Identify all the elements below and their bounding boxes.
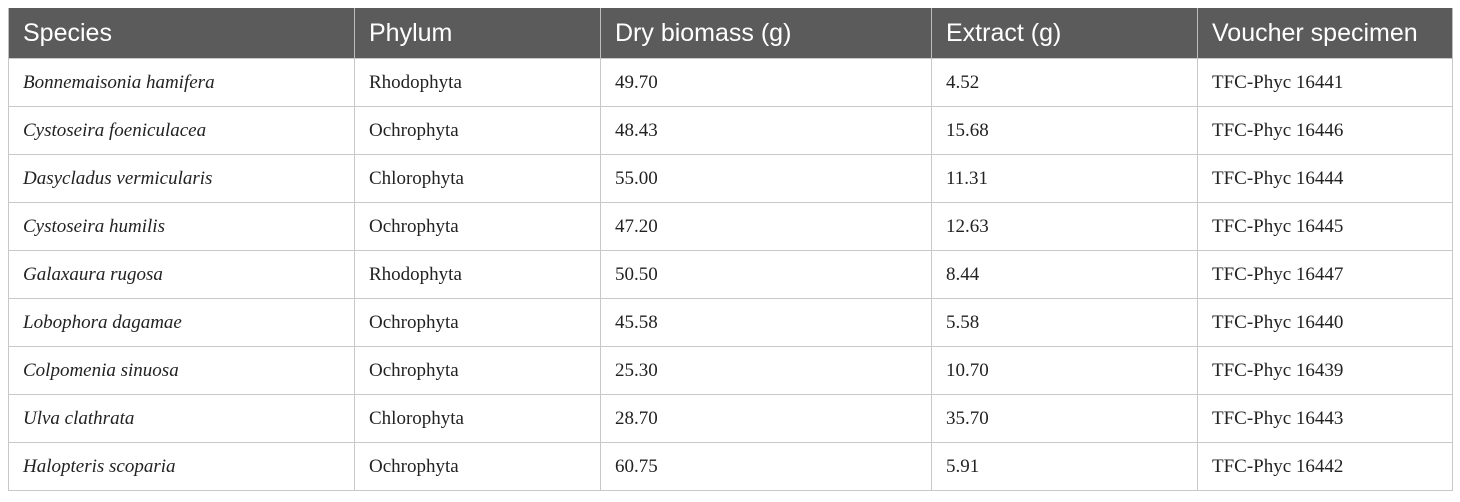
cell-phylum: Ochrophyta [354,298,601,347]
cell-species: Cystoseira foeniculacea [8,106,355,155]
table-row: Bonnemaisonia hamifera Rhodophyta 49.70 … [8,58,1453,107]
cell-extract: 11.31 [931,154,1198,203]
header-extract: Extract (g) [931,8,1198,59]
cell-species: Bonnemaisonia hamifera [8,58,355,107]
cell-species: Cystoseira humilis [8,202,355,251]
cell-species: Lobophora dagamae [8,298,355,347]
cell-phylum: Chlorophyta [354,154,601,203]
cell-species: Dasycladus vermicularis [8,154,355,203]
cell-voucher: TFC-Phyc 16440 [1197,298,1453,347]
cell-voucher: TFC-Phyc 16442 [1197,442,1453,491]
cell-phylum: Rhodophyta [354,250,601,299]
table-row: Lobophora dagamae Ochrophyta 45.58 5.58 … [8,298,1453,347]
cell-dry-biomass: 49.70 [600,58,932,107]
header-row: Species Phylum Dry biomass (g) Extract (… [8,8,1453,59]
table-row: Halopteris scoparia Ochrophyta 60.75 5.9… [8,442,1453,491]
cell-extract: 8.44 [931,250,1198,299]
cell-voucher: TFC-Phyc 16443 [1197,394,1453,443]
cell-extract: 35.70 [931,394,1198,443]
table-row: Cystoseira foeniculacea Ochrophyta 48.43… [8,106,1453,155]
table-row: Colpomenia sinuosa Ochrophyta 25.30 10.7… [8,346,1453,395]
cell-dry-biomass: 28.70 [600,394,932,443]
table-row: Dasycladus vermicularis Chlorophyta 55.0… [8,154,1453,203]
table-header: Species Phylum Dry biomass (g) Extract (… [8,8,1453,59]
cell-phylum: Ochrophyta [354,442,601,491]
cell-voucher: TFC-Phyc 16447 [1197,250,1453,299]
cell-species: Halopteris scoparia [8,442,355,491]
cell-dry-biomass: 47.20 [600,202,932,251]
cell-voucher: TFC-Phyc 16445 [1197,202,1453,251]
cell-dry-biomass: 55.00 [600,154,932,203]
cell-species: Galaxaura rugosa [8,250,355,299]
cell-phylum: Rhodophyta [354,58,601,107]
header-phylum: Phylum [354,8,601,59]
cell-phylum: Ochrophyta [354,346,601,395]
table-row: Cystoseira humilis Ochrophyta 47.20 12.6… [8,202,1453,251]
cell-dry-biomass: 25.30 [600,346,932,395]
table-row: Galaxaura rugosa Rhodophyta 50.50 8.44 T… [8,250,1453,299]
data-table-container: Species Phylum Dry biomass (g) Extract (… [8,8,1453,491]
table-row: Ulva clathrata Chlorophyta 28.70 35.70 T… [8,394,1453,443]
header-species: Species [8,8,355,59]
cell-phylum: Ochrophyta [354,106,601,155]
cell-species: Colpomenia sinuosa [8,346,355,395]
cell-extract: 5.58 [931,298,1198,347]
header-dry-biomass: Dry biomass (g) [600,8,932,59]
cell-voucher: TFC-Phyc 16446 [1197,106,1453,155]
cell-extract: 12.63 [931,202,1198,251]
cell-voucher: TFC-Phyc 16439 [1197,346,1453,395]
cell-species: Ulva clathrata [8,394,355,443]
header-voucher-specimen: Voucher specimen [1197,8,1453,59]
cell-dry-biomass: 60.75 [600,442,932,491]
cell-extract: 10.70 [931,346,1198,395]
table-body: Bonnemaisonia hamifera Rhodophyta 49.70 … [8,58,1453,491]
species-biomass-table: Species Phylum Dry biomass (g) Extract (… [8,8,1453,491]
cell-dry-biomass: 45.58 [600,298,932,347]
cell-dry-biomass: 48.43 [600,106,932,155]
cell-extract: 15.68 [931,106,1198,155]
cell-voucher: TFC-Phyc 16441 [1197,58,1453,107]
cell-phylum: Ochrophyta [354,202,601,251]
cell-dry-biomass: 50.50 [600,250,932,299]
cell-extract: 4.52 [931,58,1198,107]
cell-extract: 5.91 [931,442,1198,491]
cell-voucher: TFC-Phyc 16444 [1197,154,1453,203]
cell-phylum: Chlorophyta [354,394,601,443]
